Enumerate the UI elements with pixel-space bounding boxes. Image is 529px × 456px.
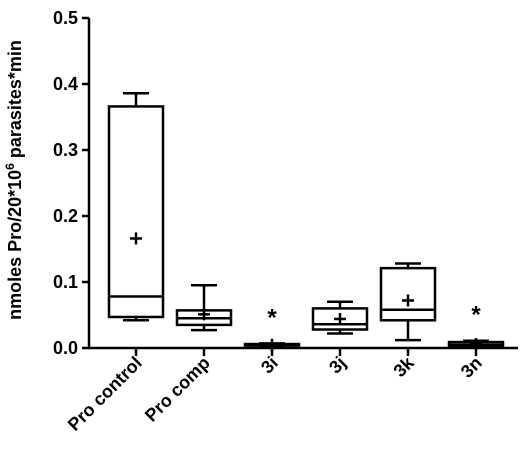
significance-annotation: * <box>267 304 277 331</box>
y-tick-label: 0.4 <box>53 74 78 94</box>
x-tick-label: 3i <box>257 353 282 378</box>
box-rect <box>379 266 437 322</box>
x-tick-label: 3j <box>325 353 350 378</box>
box-4 <box>379 262 437 342</box>
y-tick-label: 0.1 <box>53 272 78 292</box>
box-3 <box>311 300 369 335</box>
x-tick-label: 3k <box>390 352 419 381</box>
y-tick-label: 0.3 <box>53 140 78 160</box>
y-tick-label: 0.0 <box>53 338 78 358</box>
y-axis-label-sup: 6 <box>3 163 17 170</box>
y-axis-label-tail: parasites*min <box>5 40 25 163</box>
boxes-group: * * <box>107 91 505 351</box>
y-axis: 0.0 0.1 0.2 0.3 0.4 0.5 <box>53 8 91 358</box>
x-tick-label: Pro comp <box>141 353 214 426</box>
box-0 <box>107 91 165 322</box>
box-2: * <box>243 304 301 351</box>
significance-annotation: * <box>471 302 481 329</box>
y-tick-label: 0.2 <box>53 206 78 226</box>
box-5: * <box>447 302 505 351</box>
x-tick-label: 3n <box>457 353 486 382</box>
box-rect <box>107 105 165 319</box>
y-axis-label-main: nmoles Pro/20*10 <box>5 170 25 320</box>
y-tick-label: 0.5 <box>53 8 78 28</box>
y-axis-label: nmoles Pro/20*106 parasites*min <box>3 40 25 320</box>
box-1 <box>175 284 233 332</box>
x-tick-label: Pro control <box>64 353 146 435</box>
